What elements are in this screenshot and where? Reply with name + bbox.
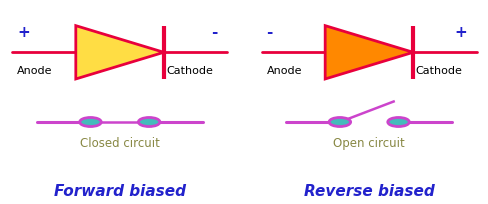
Text: Closed circuit: Closed circuit xyxy=(80,137,160,150)
Text: Anode: Anode xyxy=(266,65,302,75)
Circle shape xyxy=(80,118,101,127)
Circle shape xyxy=(328,118,350,127)
Text: Cathode: Cathode xyxy=(415,65,462,75)
Text: Forward biased: Forward biased xyxy=(54,184,185,198)
Text: +: + xyxy=(453,25,466,40)
Text: -: - xyxy=(211,25,217,40)
Text: Open circuit: Open circuit xyxy=(333,137,404,150)
Text: Reverse biased: Reverse biased xyxy=(303,184,434,198)
Text: Anode: Anode xyxy=(17,65,53,75)
Text: -: - xyxy=(266,25,272,40)
Polygon shape xyxy=(325,27,412,80)
Circle shape xyxy=(138,118,160,127)
Circle shape xyxy=(387,118,408,127)
Text: Cathode: Cathode xyxy=(166,65,213,75)
Text: +: + xyxy=(17,25,30,40)
Polygon shape xyxy=(76,27,163,80)
